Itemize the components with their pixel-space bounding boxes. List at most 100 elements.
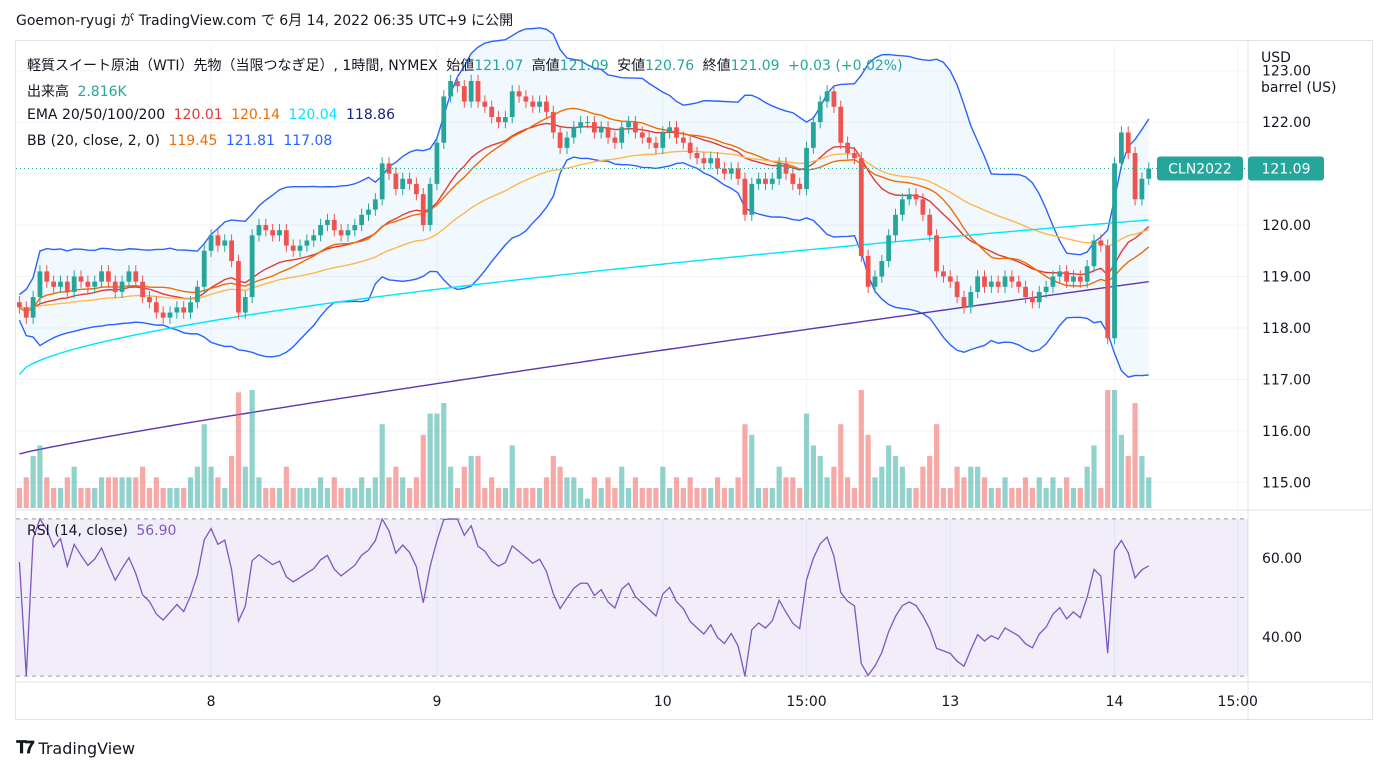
candle-body — [242, 297, 248, 313]
candle — [660, 126, 666, 155]
candle — [872, 270, 878, 293]
time-tick-label: 10 — [654, 694, 672, 710]
candle-body — [277, 230, 282, 236]
candle-body — [318, 225, 323, 236]
time-tick-label: 14 — [1106, 694, 1124, 710]
candle — [222, 234, 228, 252]
legend-close: 121.09 — [730, 58, 780, 74]
candle-body — [954, 281, 960, 298]
candle-body — [742, 178, 748, 215]
candle — [407, 172, 412, 191]
volume-bar — [687, 477, 693, 508]
candle-body — [174, 307, 180, 313]
candle — [975, 270, 981, 299]
candle — [865, 249, 871, 293]
candle — [386, 157, 392, 180]
volume-bar — [605, 477, 611, 508]
volume-bar — [1016, 487, 1022, 508]
volume-bar — [454, 487, 461, 508]
legend-symbol: 軽質スイート原油（WTI）先物（当限つなぎ足）, 1時間, NYMEX — [27, 58, 438, 74]
candle-body — [961, 297, 967, 308]
footer-brand-label: TradingView — [38, 738, 136, 758]
volume-bar — [1146, 477, 1152, 508]
volume-bar — [1084, 466, 1090, 508]
candle-body — [311, 235, 317, 241]
bollinger-band-fill — [19, 27, 1149, 378]
volume-bar — [817, 456, 823, 508]
volume-bar — [1036, 477, 1042, 508]
candle-body — [1009, 276, 1015, 282]
candle — [290, 239, 296, 257]
candle — [838, 100, 844, 149]
candle-body — [735, 168, 741, 179]
candle-body — [564, 137, 570, 148]
volume-bar — [975, 466, 981, 508]
candle — [516, 85, 522, 103]
candle-body — [215, 235, 221, 246]
volume-bar — [495, 487, 502, 508]
volume-bar — [762, 487, 769, 508]
candle — [804, 141, 809, 196]
volume-bar — [420, 434, 426, 508]
legend-rsi-label: RSI (14, close) — [27, 523, 128, 539]
candle — [1091, 234, 1097, 273]
candle — [331, 213, 337, 237]
volume-bar — [30, 456, 36, 508]
candle-body — [167, 312, 173, 318]
rsi-line — [18, 517, 1150, 677]
candle — [612, 131, 618, 149]
candle — [680, 131, 686, 149]
candle — [420, 188, 426, 232]
candle-body — [1043, 286, 1049, 292]
volume-bar — [988, 487, 994, 508]
candle-body — [1125, 132, 1131, 154]
volume-bar — [940, 487, 947, 508]
price-tick-label: 123.00 — [1262, 64, 1311, 80]
candle — [174, 301, 180, 319]
candle-body — [147, 297, 152, 303]
candle-body — [461, 86, 467, 102]
candle-body — [99, 271, 104, 282]
candle — [372, 193, 378, 216]
candle-body — [482, 101, 488, 107]
candle — [769, 172, 775, 191]
volume-bar — [92, 487, 98, 508]
candle — [64, 275, 70, 299]
volume-bar — [790, 477, 796, 508]
volume-bar — [153, 477, 159, 508]
footer-brand[interactable]: 𝐓𝟕 TradingView — [16, 738, 135, 758]
candle-body — [188, 302, 193, 313]
candle-body — [126, 271, 132, 282]
candle-body — [290, 245, 296, 251]
candle-body — [92, 281, 98, 287]
candle — [824, 85, 830, 108]
chart-frame[interactable] — [15, 40, 1373, 720]
legend-open: 121.07 — [474, 58, 524, 74]
volume-bar — [509, 445, 515, 508]
legend-high: 121.09 — [559, 58, 609, 74]
volume-bar — [85, 487, 91, 508]
candle-body — [852, 153, 857, 159]
volume-bar — [119, 477, 125, 508]
candle-body — [598, 127, 604, 133]
volume-bar — [1139, 456, 1145, 508]
candle-body — [591, 122, 597, 133]
candle — [311, 229, 317, 247]
candle — [283, 224, 289, 252]
volume-bar — [701, 487, 707, 508]
legend-bb: BB (20, close, 2, 0) 119.45 121.81 117.0… — [27, 133, 336, 149]
volume-bar — [865, 434, 871, 508]
volume-bar — [78, 487, 84, 508]
volume-bar — [345, 487, 351, 508]
volume-bar — [735, 477, 741, 508]
volume-bar — [995, 487, 1001, 508]
candle-body — [557, 132, 563, 148]
candle-body — [817, 101, 823, 123]
candle-body — [1064, 271, 1070, 282]
volume-bar — [536, 487, 543, 508]
volume-bar — [543, 477, 550, 508]
ema50-line — [19, 150, 1149, 309]
candle-body — [831, 91, 837, 107]
candle — [496, 110, 501, 129]
